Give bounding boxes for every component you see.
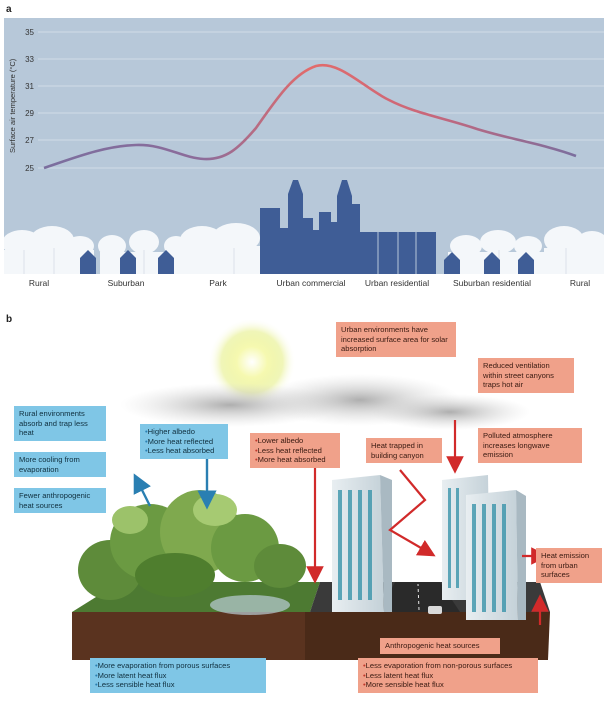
polluted-haze: [120, 374, 530, 430]
tree-silhouettes: [4, 223, 604, 274]
box-polluted-atmosphere: Polluted atmosphere increases longwave e…: [478, 428, 582, 463]
less-sensible-line: Less sensible heat flux: [95, 680, 261, 690]
less-latent-line: Less latent heat flux: [363, 671, 533, 681]
temperature-profile-panel: 35 33 31 29 27 25 Surface air temperatur…: [4, 18, 604, 274]
box-anthropogenic: Anthropogenic heat sources: [380, 638, 500, 654]
ytick-31: 31: [25, 82, 34, 91]
y-axis-label: Surface air temperature (°C): [8, 58, 17, 153]
temperature-chart: 35 33 31 29 27 25 Surface air temperatur…: [4, 28, 604, 274]
ytick-27: 27: [25, 136, 34, 145]
box-rural-absorb: Rural environments absorb and trap less …: [14, 406, 106, 441]
more-latent-line: More latent heat flux: [95, 671, 261, 681]
urban-heat-island-illustration: [72, 320, 550, 660]
xlabel-suburban-residential: Suburban residential: [453, 278, 531, 288]
ytick-33: 33: [25, 55, 34, 64]
forest-canopy: [78, 490, 306, 600]
xlabel-rural: Rural: [28, 278, 50, 288]
xlabel-park: Park: [209, 278, 227, 288]
xlabel-rural-right: Rural: [569, 278, 591, 288]
car-icon: [428, 606, 442, 614]
xlabel-suburban: Suburban: [107, 278, 145, 288]
reflected-arrow-rural: [133, 473, 152, 507]
higher-albedo-line: Higher albedo: [145, 427, 223, 437]
box-reduced-ventilation: Reduced ventilation within street canyon…: [478, 358, 574, 393]
box-surface-area: Urban environments have increased surfac…: [336, 322, 456, 357]
road: [380, 582, 460, 612]
gridlines: [38, 31, 604, 169]
building-windows: [338, 488, 506, 612]
more-heat-reflected-line: More heat reflected: [145, 437, 223, 447]
lower-albedo-line: Lower albedo: [255, 436, 335, 446]
less-heat-absorbed-line: Less heat absorbed: [145, 446, 223, 456]
panel-a-label: a: [6, 4, 12, 15]
canyon-zigzag-arrow: [388, 469, 436, 557]
box-porous-evaporation: More evaporation from porous surfaces Mo…: [90, 658, 266, 693]
box-heat-emission: Heat emission from urban surfaces: [536, 548, 602, 583]
city-skyline: [260, 180, 436, 274]
ytick-29: 29: [25, 109, 34, 118]
box-more-cooling: More cooling from evaporation: [14, 452, 106, 478]
pond: [210, 595, 290, 615]
ytick-25: 25: [25, 164, 34, 173]
box-heat-trapped: Heat trapped in building canyon: [366, 438, 442, 464]
more-evaporation-line: More evaporation from porous surfaces: [95, 661, 261, 671]
xlabel-urban-commercial: Urban commercial: [276, 278, 346, 288]
box-lower-albedo: Lower albedo Less heat reflected More he…: [250, 433, 340, 468]
more-heat-absorbed-line: More heat absorbed: [255, 455, 335, 465]
ytick-35: 35: [25, 28, 34, 37]
suburban-houses: [80, 250, 534, 274]
box-nonporous-evaporation: Less evaporation from non-porous surface…: [358, 658, 538, 693]
soil-block-rural: [72, 612, 310, 660]
box-higher-albedo: Higher albedo More heat reflected Less h…: [140, 424, 228, 459]
temperature-curve: [43, 63, 577, 170]
less-heat-reflected-line: Less heat reflected: [255, 446, 335, 456]
less-evaporation-line: Less evaporation from non-porous surface…: [363, 661, 533, 671]
xlabel-urban-residential: Urban residential: [364, 278, 430, 288]
box-fewer-anthropogenic: Fewer anthropogenic heat sources: [14, 488, 106, 514]
panel-b-label: b: [6, 314, 13, 325]
building-divisions: [377, 232, 417, 274]
more-sensible-line: More sensible heat flux: [363, 680, 533, 690]
